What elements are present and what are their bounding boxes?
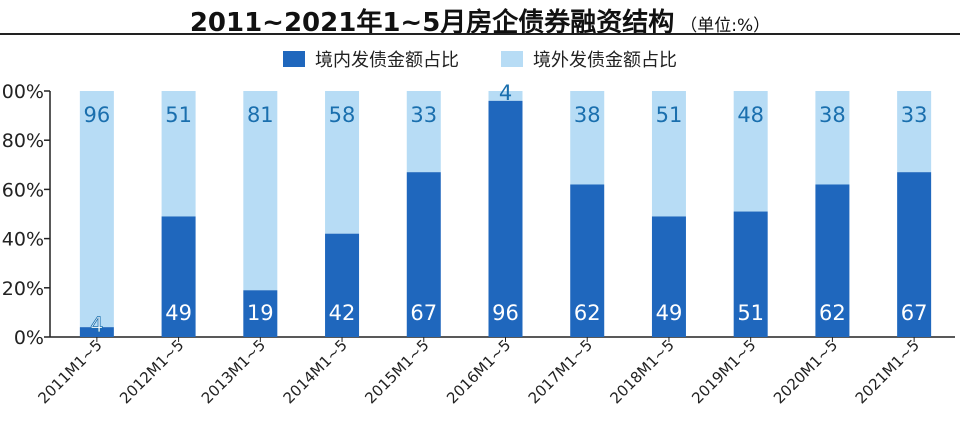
- data-label-domestic: 96: [492, 301, 519, 325]
- data-label-domestic: 49: [165, 301, 192, 325]
- legend-swatch-domestic: [283, 51, 305, 67]
- data-label-domestic: 4: [90, 313, 103, 337]
- bar-domestic: [570, 184, 605, 337]
- x-tick-label: 2021M1~5: [852, 336, 923, 407]
- y-tick-label: 100%: [0, 81, 44, 103]
- data-label-foreign: 51: [656, 103, 683, 127]
- x-tick-label: 2011M1~5: [34, 336, 105, 407]
- data-label-foreign: 38: [819, 103, 846, 127]
- title-rule: [0, 33, 960, 35]
- x-tick-label: 2020M1~5: [770, 336, 841, 407]
- y-tick-label: 20%: [2, 278, 44, 300]
- legend-label-domestic: 境内发债金额占比: [315, 50, 459, 71]
- bar-domestic: [488, 100, 523, 337]
- bar-foreign: [79, 91, 114, 328]
- y-tick-label: 60%: [2, 179, 44, 201]
- bar-domestic: [243, 290, 278, 337]
- data-label-domestic: 67: [901, 301, 928, 325]
- bar-domestic: [325, 233, 360, 337]
- bar-foreign: [651, 91, 686, 217]
- bar-foreign: [733, 91, 768, 212]
- x-tick-label: 2012M1~5: [116, 336, 187, 407]
- x-tick-label: 2014M1~5: [280, 336, 351, 407]
- bar-domestic: [651, 216, 686, 337]
- x-tick-label: 2018M1~5: [607, 336, 678, 407]
- data-label-foreign: 51: [165, 103, 192, 127]
- data-label-domestic: 62: [819, 301, 846, 325]
- y-tick-label: 0%: [14, 327, 44, 349]
- bar-domestic: [79, 327, 114, 337]
- bar-foreign: [161, 91, 196, 217]
- data-label-foreign: 4: [499, 81, 512, 105]
- data-label-domestic: 19: [247, 301, 274, 325]
- data-label-foreign: 33: [410, 103, 437, 127]
- data-label-foreign: 96: [83, 103, 110, 127]
- x-tick-label: 2013M1~5: [198, 336, 269, 407]
- bar-domestic: [733, 211, 768, 337]
- legend: 境内发债金额占比 境外发债金额占比: [0, 46, 960, 72]
- bar-foreign: [815, 91, 850, 185]
- data-label-foreign: 48: [737, 103, 764, 127]
- x-tick-label: 2015M1~5: [361, 336, 432, 407]
- data-label-domestic: 49: [656, 301, 683, 325]
- legend-swatch-foreign: [501, 51, 523, 67]
- bar-foreign: [406, 91, 441, 173]
- data-label-domestic: 67: [410, 301, 437, 325]
- x-tick-label: 2016M1~5: [443, 336, 514, 407]
- x-tick-label: 2017M1~5: [525, 336, 596, 407]
- data-label-foreign: 58: [329, 103, 356, 127]
- bar-foreign: [488, 91, 523, 101]
- bar-domestic: [815, 184, 850, 337]
- bar-foreign: [897, 91, 932, 173]
- bar-domestic: [406, 172, 441, 337]
- bar-domestic: [161, 216, 196, 337]
- legend-item-domestic: 境内发债金额占比: [283, 46, 459, 72]
- data-label-foreign: 38: [574, 103, 601, 127]
- data-label-domestic: 42: [329, 301, 356, 325]
- y-tick-label: 80%: [2, 130, 44, 152]
- legend-item-foreign: 境外发债金额占比: [501, 46, 677, 72]
- bar-domestic: [897, 172, 932, 337]
- data-label-foreign: 33: [901, 103, 928, 127]
- chart-title-unit: （单位:%）: [680, 16, 771, 36]
- legend-label-foreign: 境外发债金额占比: [533, 50, 677, 71]
- bar-foreign: [570, 91, 605, 185]
- data-label-domestic: 51: [737, 301, 764, 325]
- data-label-domestic: 62: [574, 301, 601, 325]
- title-block: 2011~2021年1~5月房企债券融资结构 （单位:%）: [0, 0, 960, 38]
- x-tick-label: 2019M1~5: [688, 336, 759, 407]
- bar-foreign: [325, 91, 360, 234]
- y-tick-label: 40%: [2, 229, 44, 251]
- data-label-foreign: 81: [247, 103, 274, 127]
- bar-foreign: [243, 91, 278, 291]
